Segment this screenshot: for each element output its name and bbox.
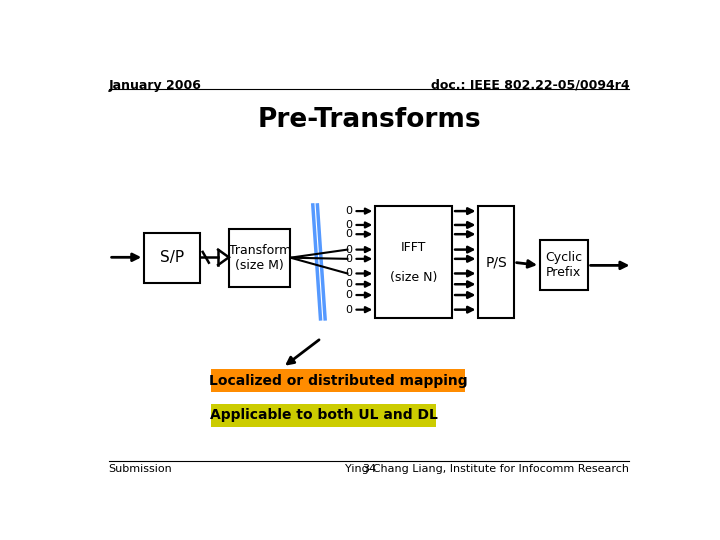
Text: 0: 0 xyxy=(345,279,352,289)
Text: Transform
(size M): Transform (size M) xyxy=(228,244,291,272)
Text: 34: 34 xyxy=(362,464,376,474)
Text: Submission: Submission xyxy=(109,464,173,474)
Text: 0: 0 xyxy=(345,245,352,254)
Bar xyxy=(478,206,514,318)
Text: Cyclic
Prefix: Cyclic Prefix xyxy=(545,252,582,279)
Text: doc.: IEEE 802.22-05/0094r4: doc.: IEEE 802.22-05/0094r4 xyxy=(431,79,629,92)
Text: Applicable to both UL and DL: Applicable to both UL and DL xyxy=(210,408,438,422)
Text: 0: 0 xyxy=(345,254,352,264)
Text: 0: 0 xyxy=(345,290,352,300)
Bar xyxy=(540,240,588,291)
Text: 0: 0 xyxy=(345,220,352,230)
Text: 0: 0 xyxy=(345,268,352,279)
Bar xyxy=(229,229,290,287)
Text: Localized or distributed mapping: Localized or distributed mapping xyxy=(209,374,467,388)
Text: S/P: S/P xyxy=(160,250,184,265)
Text: 0: 0 xyxy=(345,305,352,315)
Bar xyxy=(211,403,436,427)
Text: 0: 0 xyxy=(345,206,352,216)
Text: IFFT

(size N): IFFT (size N) xyxy=(390,241,437,284)
Bar xyxy=(211,369,465,392)
Bar xyxy=(375,206,452,318)
Text: Ying-Chang Liang, Institute for Infocomm Research: Ying-Chang Liang, Institute for Infocomm… xyxy=(346,464,629,474)
Text: Pre-Transforms: Pre-Transforms xyxy=(257,107,481,133)
Text: P/S: P/S xyxy=(485,255,507,269)
Text: January 2006: January 2006 xyxy=(109,79,202,92)
Text: 0: 0 xyxy=(345,229,352,239)
Bar xyxy=(144,233,199,283)
